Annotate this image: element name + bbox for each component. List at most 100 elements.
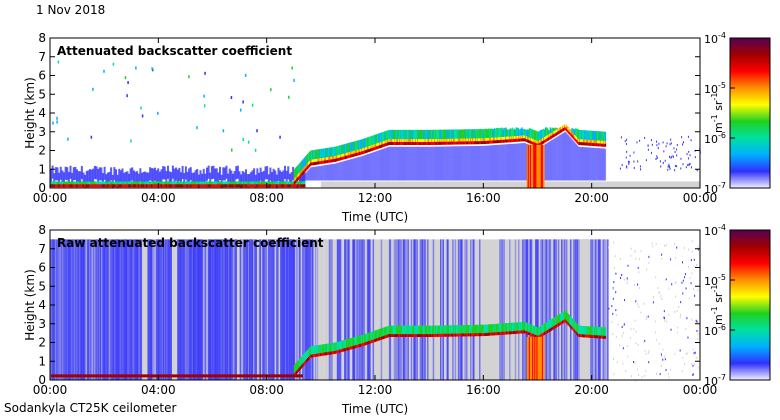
sub-cloud-echo (545, 143, 548, 181)
noise-speck (694, 294, 696, 297)
cloud-body (586, 130, 589, 140)
noise-column (255, 239, 258, 380)
cloud-base (467, 333, 469, 337)
cloud-base-gradient (351, 151, 353, 155)
cloud-base (544, 139, 546, 143)
cloud-base (398, 334, 401, 337)
cloud-base-gradient (380, 142, 382, 146)
cloud-body (415, 129, 417, 140)
cloud-body (307, 153, 309, 164)
surface-layer-mark (64, 184, 67, 188)
cloud-base (546, 330, 549, 334)
sub-cloud-echo (515, 143, 517, 181)
sub-cloud-echo (367, 153, 370, 181)
sub-cloud-echo (355, 157, 357, 181)
cloud-body (303, 354, 305, 364)
cloud-base-gradient (492, 137, 495, 141)
cloud-base (443, 333, 445, 337)
cloud-base-gradient (594, 140, 596, 144)
cloud-base (543, 140, 545, 144)
x-ticks: 00:00 04:00 08:00 12:00 16:00 20:00 00:00 (33, 38, 717, 205)
cloud-base-gradient (456, 138, 459, 142)
cloud-body (366, 137, 369, 147)
boundary-layer-mark (181, 181, 184, 186)
sub-cloud-echo (401, 146, 404, 181)
cloud-body (527, 129, 530, 138)
boundary-layer-mark (118, 181, 121, 186)
sub-cloud-echo (346, 160, 349, 181)
cloud-body (516, 127, 518, 137)
sub-cloud-echo (572, 140, 574, 181)
noise-speck (676, 154, 678, 157)
noise-column (604, 239, 606, 380)
cloud-body (599, 327, 602, 337)
aerosol-layer-column (181, 165, 184, 180)
cloud-body (596, 326, 598, 337)
precipitation-shaft (526, 144, 529, 188)
aerosol-layer-column (90, 169, 93, 183)
cloud-body (343, 144, 346, 154)
cloud-body (598, 327, 600, 337)
cloud-base-gradient (437, 139, 440, 143)
cloud-body (488, 324, 490, 334)
noise-speck (664, 358, 666, 361)
cloud-body (551, 127, 553, 133)
surface-layer-mark (295, 184, 298, 188)
cloud-base-gradient (439, 139, 442, 143)
sub-cloud-echo (307, 170, 309, 181)
noise-column (291, 239, 293, 380)
noise-column (402, 239, 405, 380)
cloud-body (313, 345, 316, 356)
noise-column (119, 239, 121, 380)
aerosol-layer-column (204, 173, 207, 187)
cloud-base (365, 341, 368, 345)
cloud-base (566, 129, 569, 133)
noise-column (94, 239, 97, 380)
noise-speck (629, 337, 631, 340)
cloud-body (556, 127, 558, 130)
sub-cloud-echo (415, 146, 417, 181)
cloud-base (501, 331, 503, 335)
noise-speck (696, 263, 698, 266)
surface-layer-mark (142, 184, 145, 188)
cloud-base (423, 334, 426, 337)
noise-column (83, 239, 85, 380)
aerosol-layer-column (124, 171, 127, 185)
cloud-base-gradient (507, 136, 510, 140)
cloud-base (332, 351, 335, 355)
sub-cloud-echo (471, 146, 473, 181)
cloud-base (415, 334, 417, 337)
cloud-body (482, 324, 484, 335)
cloud-base (563, 127, 566, 131)
cloud-body (539, 130, 541, 141)
cloud-body (394, 129, 396, 140)
cloud-body (306, 350, 308, 361)
cloud-body (433, 129, 435, 140)
noise-column (130, 239, 132, 380)
cloud-body (323, 344, 325, 354)
noise-speck (664, 319, 666, 322)
cloud-body (497, 323, 499, 334)
aerosol-layer-column (269, 167, 272, 181)
sub-cloud-echo (343, 161, 345, 181)
cloud-base (328, 351, 331, 355)
aerosol-layer-column (178, 167, 181, 182)
noise-column (479, 239, 481, 380)
noise-column (211, 239, 214, 380)
cloud-body (512, 322, 515, 333)
cloud-body (513, 322, 516, 332)
cloud-body (492, 324, 495, 334)
cloud-body (319, 149, 321, 159)
aerosol-layer-column (118, 168, 121, 182)
cloud-base (466, 333, 468, 337)
cloud-base (525, 139, 528, 143)
cloud-body (599, 131, 602, 141)
precipitation-shaft (538, 144, 541, 188)
sub-cloud-echo (499, 144, 501, 181)
surface-layer-mark (178, 184, 181, 188)
surface-layer-mark (115, 184, 117, 188)
cloud-base (406, 142, 408, 145)
surface-layer-mark (53, 184, 56, 188)
y-axis-label: Height (km) (23, 77, 37, 148)
noise-column (277, 239, 279, 380)
